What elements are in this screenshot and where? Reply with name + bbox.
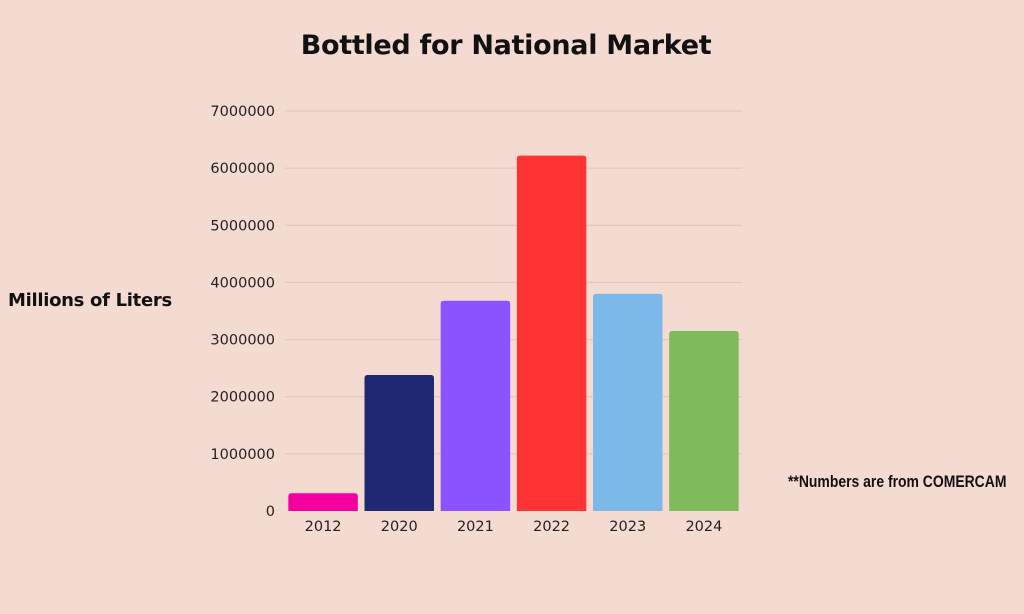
x-tick-label: 2020	[381, 519, 418, 535]
x-tick-label: 2021	[457, 519, 494, 535]
y-axis-label: Millions of Liters	[8, 290, 172, 311]
y-tick-label: 7000000	[210, 104, 275, 120]
chart-title: Bottled for National Market	[300, 30, 712, 61]
y-tick-label: 4000000	[210, 275, 275, 291]
y-tick-label: 3000000	[210, 333, 275, 349]
bar-2012	[288, 493, 358, 511]
x-tick-label: 2024	[685, 519, 722, 535]
y-tick-label: 0	[266, 504, 275, 520]
y-tick-label: 2000000	[210, 390, 275, 406]
y-tick-label: 6000000	[210, 161, 275, 177]
bar-2020	[364, 375, 434, 511]
x-tick-label: 2022	[533, 519, 570, 535]
bar-2023	[593, 293, 663, 511]
source-note: **Numbers are from COMERCAM	[788, 472, 1007, 491]
y-tick-label: 1000000	[210, 447, 275, 463]
y-tick-label: 5000000	[210, 218, 275, 234]
bar-2021	[440, 300, 511, 511]
x-tick-label: 2012	[305, 519, 342, 535]
x-tick-label: 2023	[609, 519, 646, 535]
bar-2022	[516, 155, 587, 512]
bar-2024	[669, 331, 739, 511]
